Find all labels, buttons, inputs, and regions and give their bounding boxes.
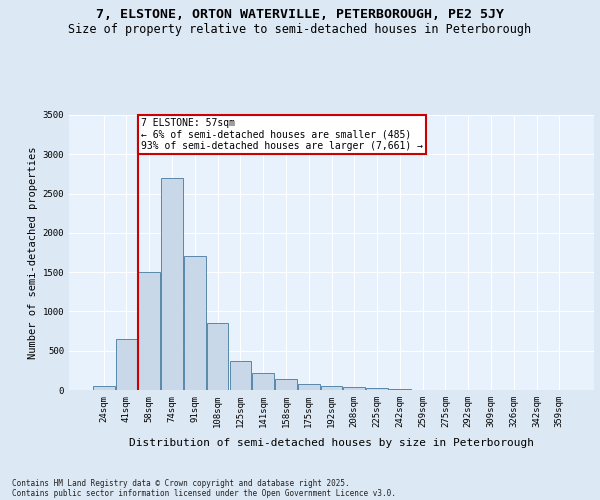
Text: 7 ELSTONE: 57sqm
← 6% of semi-detached houses are smaller (485)
93% of semi-deta: 7 ELSTONE: 57sqm ← 6% of semi-detached h…	[141, 118, 423, 151]
X-axis label: Distribution of semi-detached houses by size in Peterborough: Distribution of semi-detached houses by …	[129, 438, 534, 448]
Bar	[320, 386, 343, 390]
Text: 7, ELSTONE, ORTON WATERVILLE, PETERBOROUGH, PE2 5JY: 7, ELSTONE, ORTON WATERVILLE, PETERBOROU…	[96, 8, 504, 20]
Bar	[207, 323, 229, 390]
Bar	[230, 360, 251, 390]
Text: Contains public sector information licensed under the Open Government Licence v3: Contains public sector information licen…	[12, 488, 396, 498]
Text: Contains HM Land Registry data © Crown copyright and database right 2025.: Contains HM Land Registry data © Crown c…	[12, 478, 350, 488]
Bar	[343, 387, 365, 390]
Bar	[389, 389, 410, 390]
Text: Size of property relative to semi-detached houses in Peterborough: Size of property relative to semi-detach…	[68, 22, 532, 36]
Bar	[116, 339, 137, 390]
Bar	[161, 178, 183, 390]
Bar	[93, 386, 115, 390]
Bar	[253, 372, 274, 390]
Bar	[139, 272, 160, 390]
Bar	[366, 388, 388, 390]
Bar	[184, 256, 206, 390]
Bar	[275, 379, 297, 390]
Y-axis label: Number of semi-detached properties: Number of semi-detached properties	[28, 146, 38, 359]
Bar	[298, 384, 320, 390]
